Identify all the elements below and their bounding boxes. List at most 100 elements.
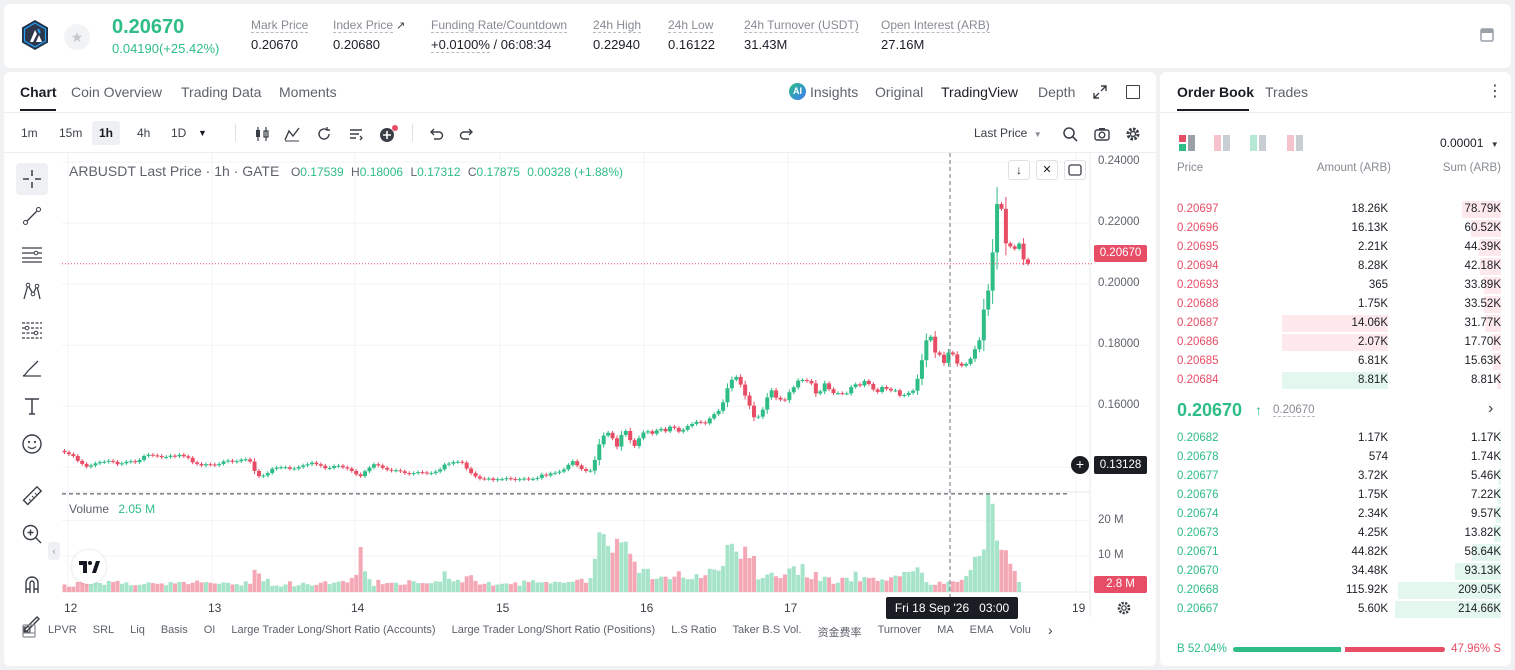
templates-icon[interactable] <box>348 126 364 145</box>
collapse-toolbar-icon[interactable]: ‹ <box>48 542 60 560</box>
indicator-tab[interactable]: Volu <box>1009 624 1031 636</box>
bid-row[interactable]: 0.20682 1.17K 1.17K <box>1160 429 1511 448</box>
more-options-icon[interactable]: ⋮ <box>1487 83 1503 100</box>
price-type-select[interactable]: Last Price ▼ <box>974 126 1042 140</box>
view-tab-tradingview[interactable]: TradingView <box>941 84 1019 100</box>
stat-4: 24h Low 0.16122 <box>668 18 715 52</box>
ask-row[interactable]: 0.20687 14.06K 31.77K <box>1160 314 1511 333</box>
interval-15m[interactable]: 15m <box>59 126 83 140</box>
add-indicator-icon[interactable] <box>379 125 399 146</box>
bid-row[interactable]: 0.20667 5.60K 214.66K <box>1160 600 1511 619</box>
candle-body <box>310 462 315 465</box>
indicators-icon[interactable] <box>284 126 300 145</box>
tab-moments[interactable]: Moments <box>279 84 337 100</box>
ask-row[interactable]: 0.20697 18.26K 78.79K <box>1160 200 1511 219</box>
stat-label[interactable]: Index Price <box>333 18 394 33</box>
ask-row[interactable]: 0.20684 8.81K 8.81K <box>1160 371 1511 390</box>
ask-row[interactable]: 0.20695 2.21K 44.39K <box>1160 238 1511 257</box>
bids-view-icon[interactable] <box>1214 135 1230 154</box>
magnet-icon[interactable] <box>16 568 48 600</box>
indicator-tab[interactable]: Large Trader Long/Short Ratio (Positions… <box>451 624 656 636</box>
bid-row[interactable]: 0.20670 34.48K 93.13K <box>1160 562 1511 581</box>
ask-row[interactable]: 0.20694 8.28K 42.18K <box>1160 257 1511 276</box>
bid-row[interactable]: 0.20676 1.75K 7.22K <box>1160 486 1511 505</box>
timezone-settings-icon[interactable] <box>1116 600 1132 619</box>
brush-icon[interactable] <box>16 352 48 384</box>
zoom-in-icon[interactable] <box>16 518 48 550</box>
indicator-tab[interactable]: Large Trader Long/Short Ratio (Accounts) <box>231 624 436 636</box>
indicator-tab[interactable]: SRL <box>92 624 115 636</box>
indicator-tab[interactable]: EMA <box>969 624 994 636</box>
interval-dropdown-icon[interactable]: ▼ <box>198 128 207 138</box>
indicator-tab[interactable]: Taker B.S Vol. <box>732 624 802 636</box>
both-sides-view-icon[interactable] <box>1179 135 1195 154</box>
interval-1m[interactable]: 1m <box>21 126 38 140</box>
view-tab-depth[interactable]: Depth <box>1038 84 1076 100</box>
candle-body <box>455 461 460 463</box>
replay-icon[interactable] <box>316 126 332 145</box>
tab-trading-data[interactable]: Trading Data <box>181 84 262 100</box>
asks-view-icon[interactable] <box>1250 135 1266 154</box>
fullscreen-chart-icon[interactable] <box>1064 160 1086 180</box>
indicator-tab[interactable]: Liq <box>130 624 145 636</box>
chevron-right-icon[interactable]: › <box>1488 400 1494 417</box>
indicator-tab[interactable]: Turnover <box>877 624 922 636</box>
camera-icon[interactable] <box>1094 126 1110 145</box>
favorite-star-icon[interactable]: ★ <box>64 24 90 50</box>
emoji-icon[interactable] <box>16 428 48 460</box>
interval-1D[interactable]: 1D <box>171 126 187 140</box>
horizontal-lines-icon[interactable] <box>16 238 48 270</box>
text-tool-icon[interactable] <box>16 390 48 422</box>
indicator-scroll-right-icon[interactable]: › <box>1048 622 1053 638</box>
crosshair-icon[interactable] <box>16 163 48 195</box>
bid-row[interactable]: 0.20668 115.92K 209.05K <box>1160 581 1511 600</box>
ruler-icon[interactable] <box>16 480 48 512</box>
ask-row[interactable]: 0.20685 6.81K 15.63K <box>1160 352 1511 371</box>
pattern-icon[interactable] <box>16 276 48 308</box>
indicator-panel-icon[interactable] <box>22 624 36 641</box>
price-chart[interactable] <box>4 72 1156 666</box>
tab-trades[interactable]: Trades <box>1265 84 1309 100</box>
interval-1h[interactable]: 1h <box>92 121 121 145</box>
undo-icon[interactable] <box>428 126 444 145</box>
bid-row[interactable]: 0.20674 2.34K 9.57K <box>1160 505 1511 524</box>
indicator-tab[interactable]: Basis <box>160 624 188 636</box>
ask-row[interactable]: 0.20693 365 33.89K <box>1160 276 1511 295</box>
tab-chart[interactable]: Chart <box>20 84 57 100</box>
insights-tab[interactable]: AI Insights <box>789 83 858 100</box>
volume-bar <box>71 586 76 592</box>
tab-order-book[interactable]: Order Book <box>1177 84 1255 100</box>
bid-row[interactable]: 0.20677 3.72K 5.46K <box>1160 467 1511 486</box>
ask-row[interactable]: 0.20686 2.07K 17.70K <box>1160 333 1511 352</box>
view-tab-original[interactable]: Original <box>875 84 924 100</box>
compress-icon[interactable]: ✕ <box>1036 160 1058 180</box>
indicator-tab[interactable]: L.S Ratio <box>671 624 717 636</box>
indicator-tab[interactable]: OI <box>203 624 216 636</box>
expand-icon[interactable] <box>1092 84 1108 103</box>
candle-type-icon[interactable] <box>254 126 270 145</box>
redo-icon[interactable] <box>459 126 475 145</box>
trend-line-icon[interactable] <box>16 200 48 232</box>
notes-icon[interactable] <box>1478 26 1496 44</box>
layout-square-icon[interactable] <box>1126 85 1140 99</box>
trades-view-icon[interactable] <box>1287 135 1303 154</box>
crosshair-plus-icon[interactable]: + <box>1071 456 1089 474</box>
volume-bar <box>880 579 885 592</box>
search-icon[interactable] <box>1062 126 1078 145</box>
stat-label[interactable]: Funding Rate/Countdown <box>431 18 568 33</box>
scroll-to-latest-icon[interactable]: ↓ <box>1008 160 1030 180</box>
indicator-tab[interactable]: MA <box>937 624 954 636</box>
indicator-tab[interactable]: LPVR <box>48 624 77 636</box>
settings-gear-icon[interactable] <box>1125 126 1141 145</box>
bid-row[interactable]: 0.20678 574 1.74K <box>1160 448 1511 467</box>
bid-row[interactable]: 0.20671 44.82K 58.64K <box>1160 543 1511 562</box>
precision-select[interactable]: 0.00001 ▼ <box>1440 136 1499 150</box>
bid-row[interactable]: 0.20673 4.25K 13.82K <box>1160 524 1511 543</box>
external-link-icon[interactable]: ↗ <box>396 20 406 32</box>
ask-row[interactable]: 0.20696 16.13K 60.52K <box>1160 219 1511 238</box>
tab-coin-overview[interactable]: Coin Overview <box>71 84 163 100</box>
interval-4h[interactable]: 4h <box>137 126 151 140</box>
ask-row[interactable]: 0.20688 1.75K 33.52K <box>1160 295 1511 314</box>
indicator-tab[interactable]: 资金费率 <box>817 627 862 639</box>
fib-retracement-icon[interactable] <box>16 314 48 346</box>
